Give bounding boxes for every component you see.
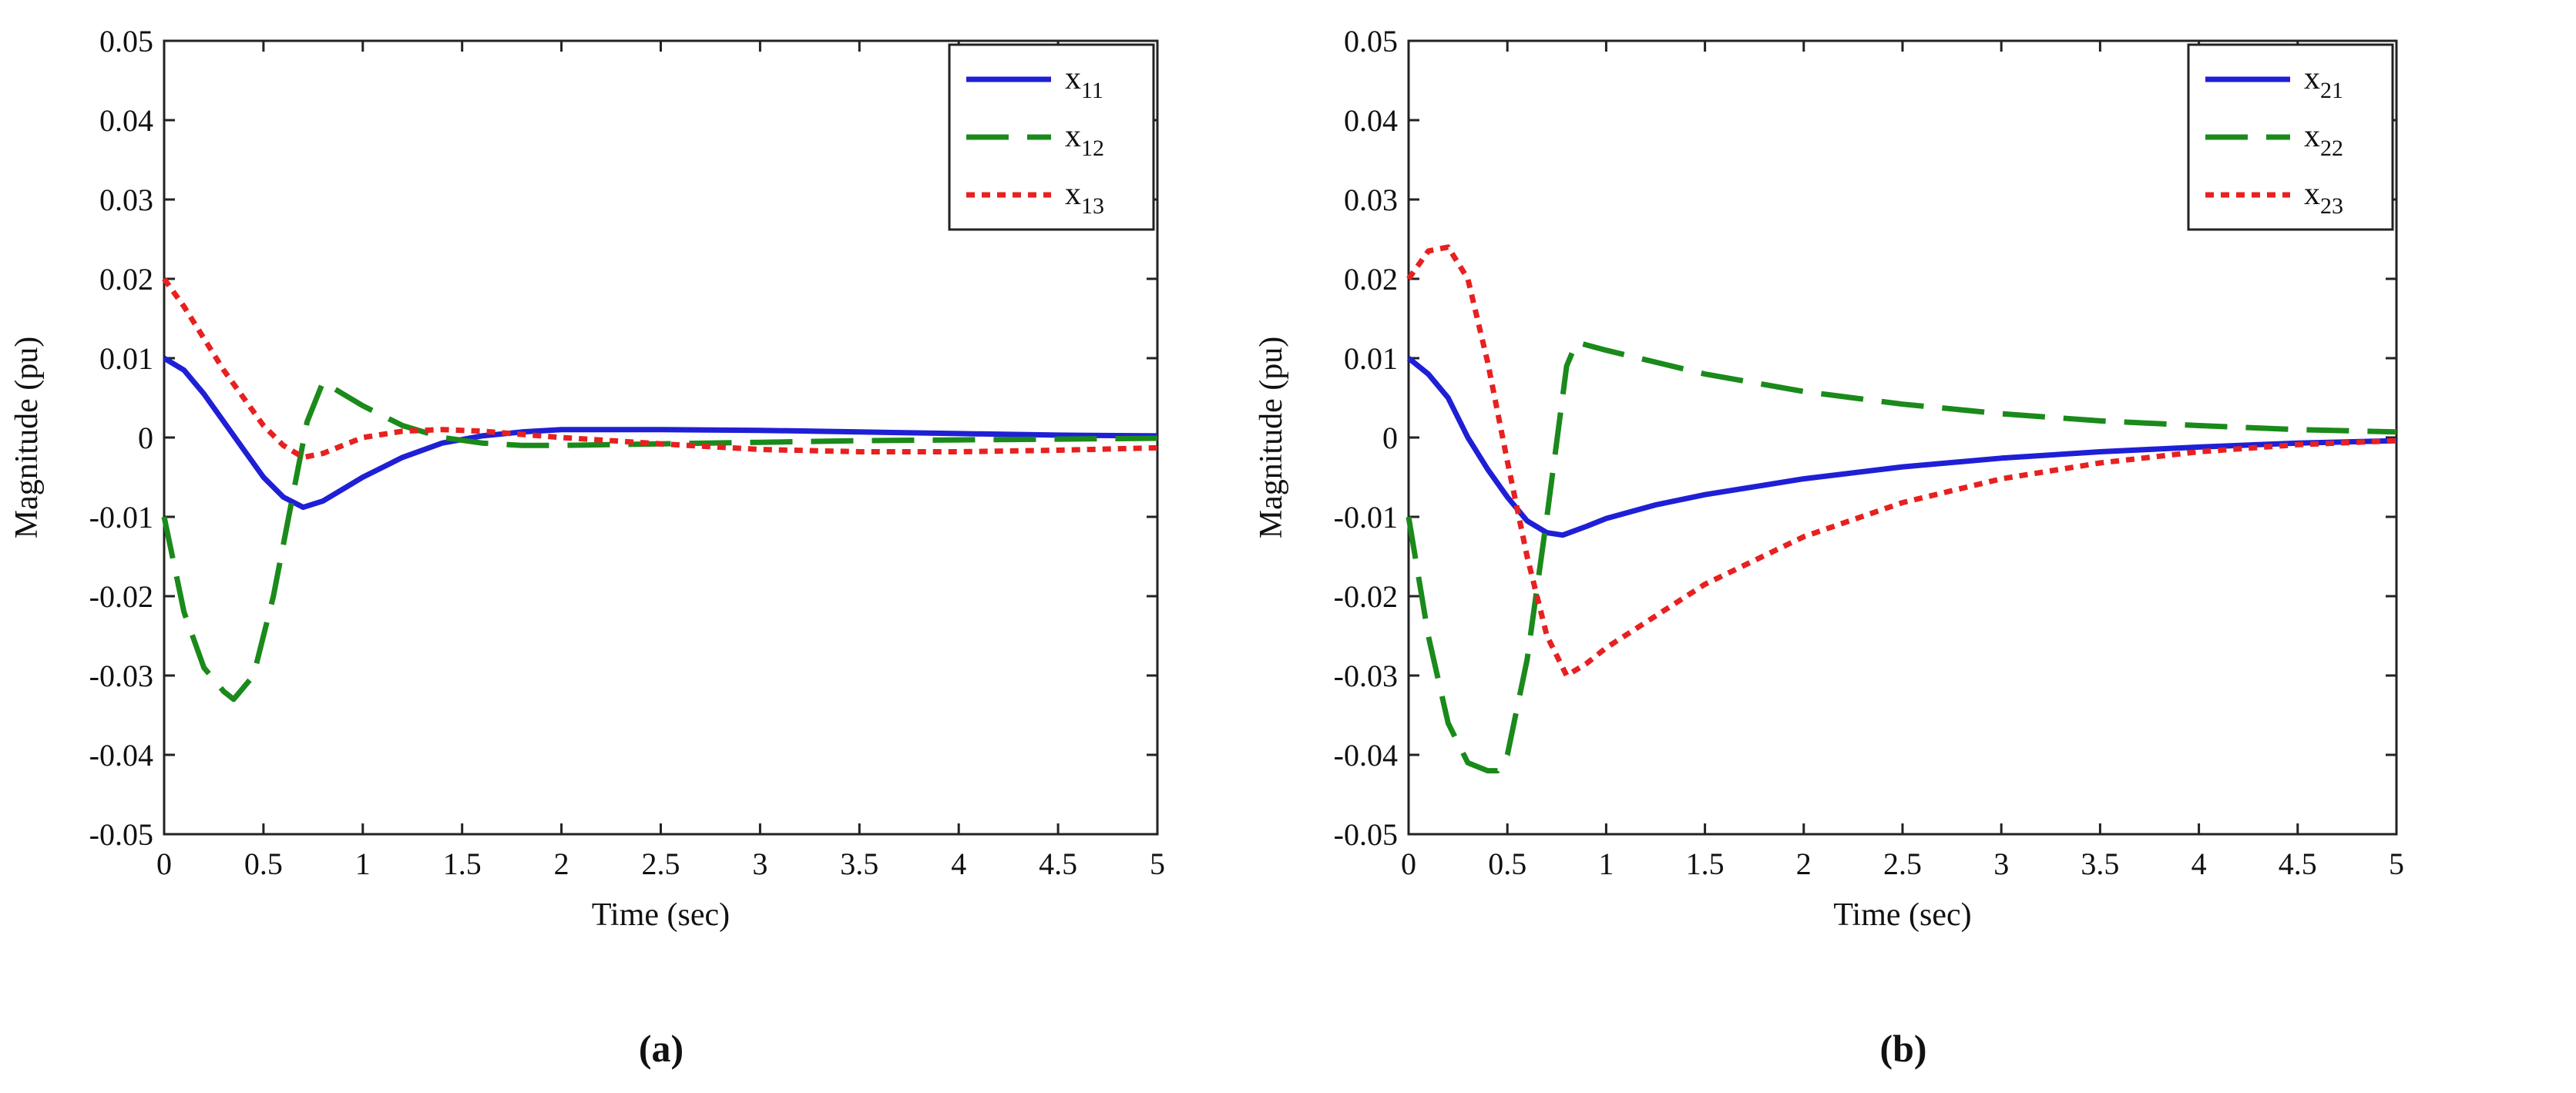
- legend-label-main: x: [1065, 61, 1081, 96]
- y-tick-label: 0.03: [1344, 183, 1398, 217]
- legend-label-main: x: [2304, 176, 2320, 212]
- series-line-x11: [163, 355, 1158, 511]
- x-tick-label: 1.5: [443, 847, 482, 881]
- x-tick-label: 3.5: [2081, 847, 2119, 881]
- x-tick-label: 1.5: [1686, 847, 1725, 881]
- y-tick-label: 0.02: [1344, 262, 1398, 297]
- y-tick-label: -0.03: [89, 659, 153, 693]
- legend-label-x21: x21: [2304, 61, 2343, 103]
- x-tick-label: 1: [1598, 847, 1614, 881]
- x-tick-label: 0: [1401, 847, 1416, 881]
- chart-panel-a: 0 0.5 1 1.5 2 2.5 3 3.5 4 4.5 5 -0.05 -0.04 -0.03 -0.0…: [9, 24, 1165, 1070]
- legend-label-subscript: 11: [1081, 78, 1103, 103]
- x-tick-label: 0.5: [244, 847, 283, 881]
- legend-label-subscript: 13: [1081, 193, 1104, 219]
- y-tick-label: 0.04: [1344, 103, 1398, 138]
- x-tick-label: 3.5: [840, 847, 878, 881]
- legend-label-x23: x23: [2304, 176, 2343, 219]
- legend-label-main: x: [2304, 119, 2320, 154]
- y-axis-label: Magnitude (pu): [1254, 337, 1289, 538]
- x-tick-label: 0.5: [1488, 847, 1526, 881]
- y-tick-label: 0.01: [1344, 341, 1398, 376]
- x-axis-label: Time (sec): [1833, 897, 1971, 933]
- x-tick-label: 2.5: [642, 847, 680, 881]
- legend-label-main: x: [1065, 176, 1081, 212]
- y-tick-label: -0.05: [89, 817, 153, 852]
- legend-label-subscript: 23: [2320, 193, 2343, 219]
- y-tick-label: 0.03: [99, 183, 153, 217]
- x-tick-label: 4.5: [1039, 847, 1077, 881]
- x-axis-label: Time (sec): [592, 897, 730, 933]
- legend-label-subscript: 12: [1081, 136, 1104, 161]
- legend-label-x11: x11: [1065, 61, 1103, 103]
- y-tick-label: -0.04: [89, 738, 153, 773]
- x-tick-label: 1: [355, 847, 371, 881]
- panel-caption: (a): [639, 1027, 683, 1070]
- x-tick-label: 3: [752, 847, 767, 881]
- y-tick-label: -0.05: [1334, 817, 1398, 852]
- x-tick-label: 5: [1150, 847, 1165, 881]
- legend-label-x22: x22: [2304, 119, 2343, 161]
- y-tick-label: -0.02: [1334, 579, 1398, 614]
- x-tick-label: 4.5: [2279, 847, 2317, 881]
- x-tick-label: 0: [156, 847, 172, 881]
- x-tick-label: 3: [1993, 847, 2009, 881]
- y-tick-label: 0.05: [1344, 24, 1398, 59]
- series-line-x22: [1406, 339, 2397, 774]
- y-tick-label: 0.02: [99, 262, 153, 297]
- legend-label-main: x: [2304, 61, 2320, 96]
- series-line-x23: [1406, 244, 2397, 679]
- legend-label-main: x: [1065, 119, 1081, 154]
- panel-caption: (b): [1879, 1027, 1926, 1070]
- chart-panel-b: 0 0.5 1 1.5 2 2.5 3 3.5 4 4.5 5 -0.05 -0.04 -0.03 -0.0…: [1254, 24, 2404, 1070]
- legend-label-x12: x12: [1065, 119, 1104, 161]
- legend-label-x13: x13: [1065, 176, 1104, 219]
- series-line-x21: [1406, 356, 2397, 538]
- y-tick-label: 0.05: [99, 24, 153, 59]
- x-tick-label: 5: [2389, 847, 2404, 881]
- y-axis-label: Magnitude (pu): [9, 337, 45, 538]
- x-tick-label: 2.5: [1883, 847, 1922, 881]
- series-line-x12: [161, 379, 1158, 702]
- x-tick-label: 4: [951, 847, 966, 881]
- y-tick-label: -0.02: [89, 579, 153, 614]
- y-tick-label: 0.04: [99, 103, 153, 138]
- y-tick-label: 0: [1382, 421, 1398, 455]
- legend-label-subscript: 22: [2320, 136, 2343, 161]
- y-tick-label: -0.01: [89, 500, 153, 535]
- y-tick-label: -0.03: [1334, 659, 1398, 693]
- legend-label-subscript: 21: [2320, 78, 2343, 103]
- x-tick-label: 2: [1796, 847, 1812, 881]
- y-tick-label: 0: [138, 421, 153, 455]
- y-tick-label: 0.01: [99, 341, 153, 376]
- y-tick-label: -0.04: [1334, 738, 1398, 773]
- x-tick-label: 4: [2191, 847, 2207, 881]
- y-tick-label: -0.01: [1334, 500, 1398, 535]
- x-tick-label: 2: [554, 847, 569, 881]
- series-line-x13: [162, 277, 1158, 461]
